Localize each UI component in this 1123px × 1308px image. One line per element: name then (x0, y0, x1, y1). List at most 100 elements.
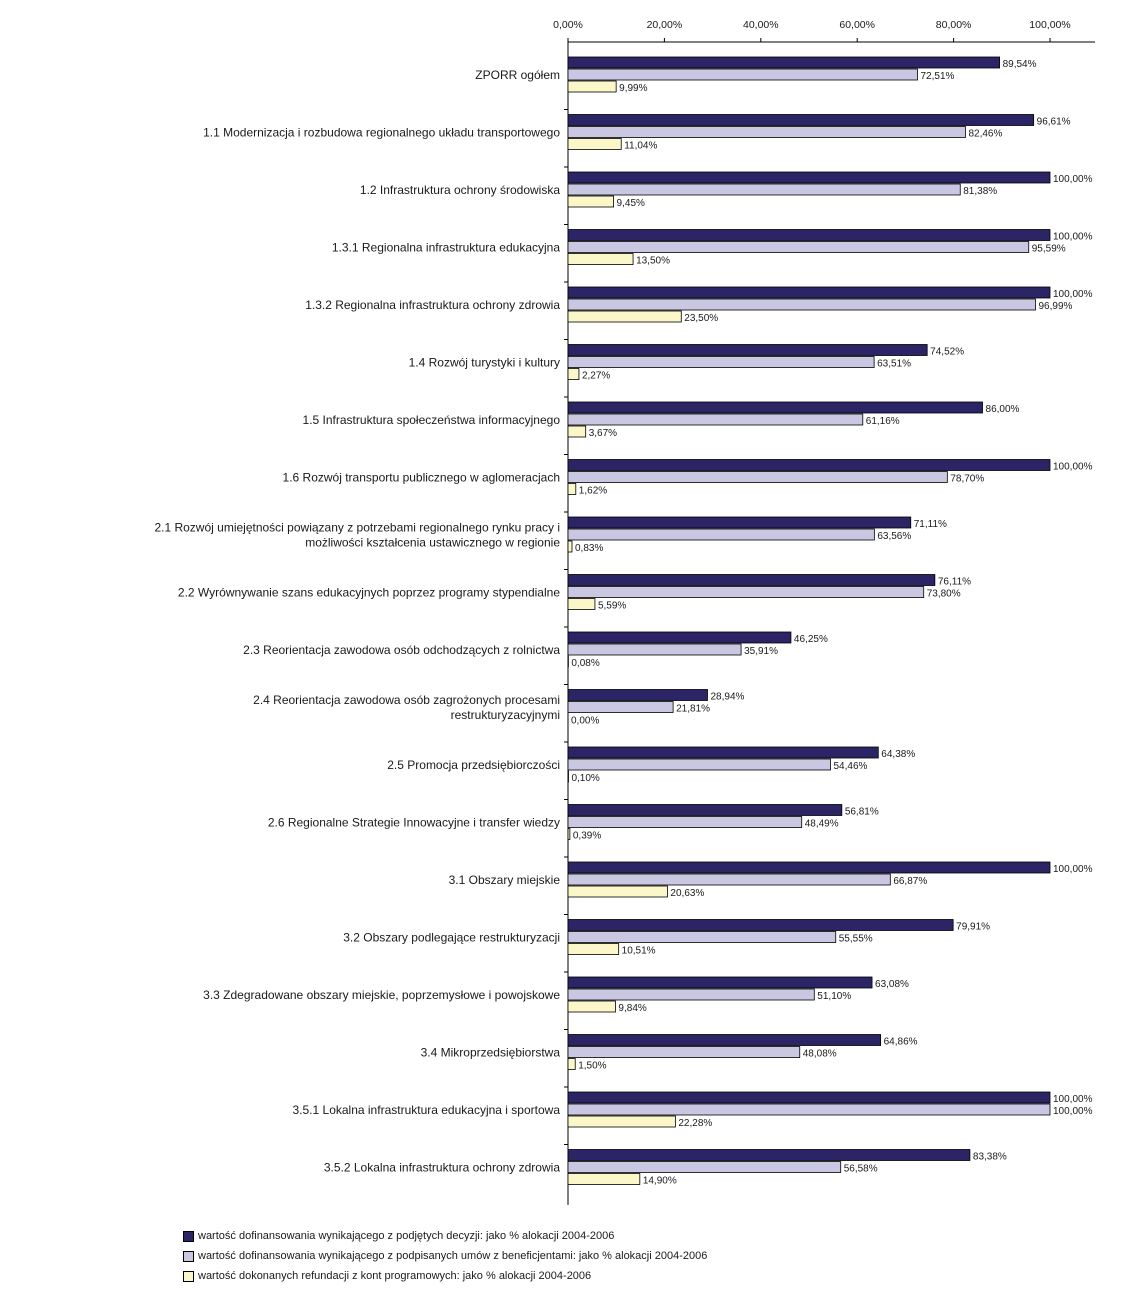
bar-series-2 (567, 183, 961, 196)
category-label: 3.2 Obszary podlegające restrukturyzacji (343, 931, 560, 945)
bars-layer (567, 56, 1051, 1185)
bar-series-2 (567, 413, 864, 426)
bar-series-2 (567, 701, 674, 713)
category-label: 1.2 Infrastruktura ochrony środowiska (360, 183, 560, 197)
legend-item: wartość dofinansowania wynikającego z po… (183, 1226, 1083, 1246)
bar-series-3 (567, 425, 587, 438)
bar-series-3 (567, 1058, 576, 1070)
bar-series-2 (567, 758, 831, 771)
bar-series-3 (567, 1115, 676, 1128)
category-label: możliwości kształcenia ustawicznego w re… (305, 536, 560, 550)
bar-series-1 (567, 56, 1000, 69)
data-label: 100,00% (1053, 174, 1093, 185)
bar-series-2 (567, 816, 803, 828)
category-label: ZPORR ogółem (475, 68, 560, 82)
bar-series-1 (567, 114, 1035, 126)
data-label: 73,80% (927, 589, 961, 600)
bar-series-2 (567, 586, 925, 598)
legend-item: wartość dofinansowania wynikającego z po… (183, 1246, 1083, 1266)
data-label: 100,00% (1053, 864, 1093, 875)
bar-series-1 (567, 401, 983, 414)
data-label: 3,67% (589, 428, 617, 439)
labels-layer: ZPORR ogółem 89,54% 72,51% 9,99% 1.1 Moderni… (154, 59, 1092, 1187)
category-label: 1.4 Rozwój turystyki i kultury (409, 356, 560, 370)
data-label: 48,49% (805, 819, 839, 830)
data-label: 14,90% (643, 1176, 677, 1187)
x-tick-label: 40,00% (743, 19, 779, 31)
data-label: 100,00% (1053, 289, 1093, 300)
bar-series-1 (567, 976, 873, 989)
data-label: 11,04% (624, 141, 657, 152)
data-label: 71,11% (914, 519, 947, 530)
bar-series-1 (567, 919, 954, 931)
category-label: 1.1 Modernizacja i rozbudowa regionalneg… (203, 126, 560, 140)
data-label: 100,00% (1053, 462, 1093, 473)
bar-series-2 (567, 298, 1036, 311)
data-label: 5,59% (598, 601, 626, 612)
category-label: 2.3 Reorientacja zawodowa osób odchodząc… (243, 643, 560, 657)
bar-series-1 (567, 344, 928, 356)
bar-series-2 (567, 1161, 842, 1173)
data-label: 9,99% (619, 83, 647, 94)
data-label: 0,08% (571, 658, 599, 669)
data-label: 82,46% (968, 129, 1002, 140)
bar-series-2 (567, 126, 966, 138)
data-label: 0,83% (575, 543, 603, 554)
data-label: 1,62% (579, 486, 607, 497)
bar-series-1 (567, 804, 843, 816)
bar-series-2 (567, 241, 1030, 253)
data-label: 100,00% (1053, 1094, 1093, 1105)
data-label: 9,45% (617, 198, 645, 209)
data-label: 9,84% (618, 1003, 646, 1014)
category-label: 2.5 Promocja przedsiębiorczości (387, 758, 560, 772)
data-label: 2,27% (582, 371, 610, 382)
legend-label: wartość dofinansowania wynikającego z po… (198, 1250, 708, 1262)
axis-layer: 0,00% 20,00% 40,00% 60,00% 80,00% 100,00% (553, 19, 1095, 1205)
x-tick-label: 20,00% (647, 19, 683, 31)
bar-series-2 (567, 1046, 801, 1058)
x-tick-label: 60,00% (839, 19, 875, 31)
legend-swatch (183, 1230, 194, 1242)
bar-series-2 (567, 356, 875, 368)
data-label: 83,38% (973, 1152, 1007, 1163)
category-label: 1.3.1 Regionalna infrastruktura edukacyj… (332, 241, 560, 255)
bar-series-3 (567, 253, 634, 265)
data-label: 74,52% (930, 347, 964, 358)
bar-series-3 (567, 598, 596, 610)
data-label: 0,10% (571, 773, 599, 784)
data-label: 23,50% (684, 313, 718, 324)
x-tick-label: 0,00% (553, 19, 583, 31)
bar-series-1 (567, 459, 1051, 471)
data-label: 21,81% (676, 704, 710, 715)
data-label: 64,38% (881, 749, 915, 760)
data-label: 95,59% (1032, 244, 1066, 255)
data-label: 64,86% (884, 1037, 918, 1048)
data-label: 78,70% (950, 474, 984, 485)
data-label: 63,56% (877, 531, 911, 542)
bar-series-2 (567, 528, 875, 541)
data-label: 0,39% (573, 831, 601, 842)
bar-series-2 (567, 643, 742, 656)
data-label: 100,00% (1053, 232, 1093, 243)
bar-series-3 (567, 1173, 641, 1185)
category-label: restrukturyzacyjnymi (451, 708, 560, 722)
data-label: 100,00% (1053, 1106, 1093, 1117)
category-label: 1.6 Rozwój transportu publicznego w aglo… (283, 471, 560, 485)
data-label: 76,11% (938, 577, 971, 588)
bar-series-1 (567, 516, 912, 529)
data-label: 86,00% (986, 404, 1020, 415)
category-label: 2.6 Regionalne Strategie Innowacyjne i t… (268, 816, 560, 830)
bar-series-3 (567, 943, 620, 955)
data-label: 20,63% (670, 888, 704, 899)
bar-series-1 (567, 574, 936, 586)
bar-series-2 (567, 931, 837, 943)
category-label: 3.3 Zdegradowane obszary miejskie, poprz… (203, 988, 560, 1002)
bar-series-1 (567, 689, 708, 701)
category-label: 2.2 Wyrównywanie szans edukacyjnych popr… (178, 586, 560, 600)
category-label: 2.1 Rozwój umiejętności powiązany z potr… (154, 521, 560, 535)
legend-swatch (183, 1250, 194, 1262)
data-label: 10,51% (622, 946, 656, 957)
legend-swatch (183, 1270, 194, 1282)
bar-series-2 (567, 68, 918, 81)
